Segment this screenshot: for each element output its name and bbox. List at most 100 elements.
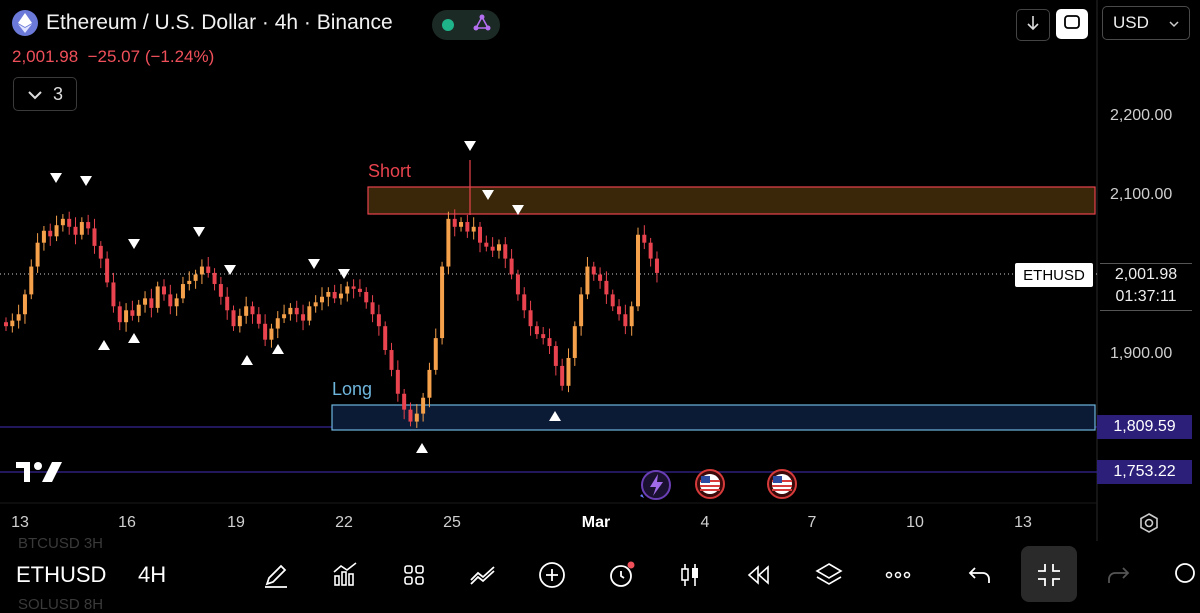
candle-body xyxy=(496,244,501,251)
more-icon[interactable] xyxy=(878,558,918,592)
price-chart[interactable] xyxy=(0,0,1200,541)
candle-body xyxy=(617,306,622,315)
candle-body xyxy=(478,226,482,243)
long-zone xyxy=(331,404,1096,431)
candle-body xyxy=(54,225,59,237)
candle-body xyxy=(351,286,356,289)
candle-body xyxy=(598,274,603,281)
indicators-icon[interactable] xyxy=(325,558,365,592)
candle-body xyxy=(282,314,287,319)
candle-body xyxy=(547,338,552,347)
candle-body xyxy=(301,314,306,321)
fractal-down-marker xyxy=(80,176,92,186)
link-icon xyxy=(473,14,491,37)
market-status-pill[interactable] xyxy=(432,10,500,40)
download-button[interactable] xyxy=(1016,9,1050,41)
chart-type-icon[interactable] xyxy=(670,558,710,592)
time-tick: 22 xyxy=(335,514,353,531)
fractal-down-marker xyxy=(128,239,140,249)
candle-body xyxy=(250,306,255,315)
candle-body xyxy=(522,294,527,311)
candle-body xyxy=(484,242,489,247)
indicators-toggle-button[interactable]: 3 xyxy=(13,77,77,111)
fractal-up-marker xyxy=(416,443,428,453)
compare-icon[interactable] xyxy=(463,558,503,592)
candle-body xyxy=(16,314,21,321)
candle-body xyxy=(515,274,520,295)
candle-body xyxy=(117,306,122,323)
candle-body xyxy=(364,291,369,303)
time-tick: 25 xyxy=(443,514,461,531)
ghost-symbol-below: SOLUSD 8H xyxy=(18,596,104,613)
candle-body xyxy=(275,318,280,329)
time-tick: Mar xyxy=(581,514,611,531)
symbol-picker[interactable]: ETHUSD xyxy=(16,562,107,587)
layouts-icon[interactable] xyxy=(394,558,434,592)
fractal-down-marker xyxy=(512,205,524,215)
candle-body xyxy=(269,328,274,340)
level-tag-upper: 1,809.59 xyxy=(1097,415,1192,439)
candle-body xyxy=(332,291,337,299)
arrow-down-icon xyxy=(1026,15,1040,36)
level-tag-lower: 1,753.22 xyxy=(1097,460,1192,484)
us-flag-event-icon[interactable] xyxy=(694,468,726,505)
price-change: 2,001.98 −25.07 (−1.24%) xyxy=(12,47,215,66)
candle-body xyxy=(244,306,249,316)
search-icon[interactable] xyxy=(1170,558,1200,592)
bar-countdown: 01:37:11 xyxy=(1115,288,1177,305)
candle-body xyxy=(199,266,204,275)
tradingview-logo[interactable] xyxy=(16,460,62,491)
candle-body xyxy=(60,218,65,226)
us-flag-event-icon[interactable] xyxy=(766,468,798,505)
candle-body xyxy=(313,302,318,307)
candle-body xyxy=(471,226,476,232)
candle-body xyxy=(408,409,413,422)
candle-body xyxy=(29,266,34,295)
draw-icon[interactable] xyxy=(256,558,296,592)
candle-body xyxy=(41,230,46,243)
candle-body xyxy=(421,397,426,414)
undo-icon[interactable] xyxy=(960,558,1000,592)
candle-body xyxy=(320,296,324,303)
alert-icon[interactable] xyxy=(601,558,641,592)
fullscreen-button[interactable] xyxy=(1056,9,1088,39)
redo-icon[interactable] xyxy=(1098,558,1138,592)
collapse-icon[interactable] xyxy=(1029,558,1069,592)
replay-icon[interactable] xyxy=(739,558,779,592)
short-zone-label: Short xyxy=(368,161,412,181)
fractal-up-marker xyxy=(241,355,253,365)
event-flash-icon[interactable] xyxy=(638,468,674,507)
candle-body xyxy=(490,246,495,251)
time-tick: 16 xyxy=(118,514,136,531)
layers-icon[interactable] xyxy=(809,558,849,592)
price-tick: 2,200.00 xyxy=(1110,107,1173,124)
candle-body xyxy=(155,286,160,308)
chart-title: Ethereum / U.S. Dollar · 4h · Binance xyxy=(46,11,393,34)
candle-body xyxy=(294,307,299,315)
indicators-count: 3 xyxy=(52,83,63,104)
candle-body xyxy=(509,258,514,275)
time-tick: 4 xyxy=(700,514,710,531)
fractal-down-marker xyxy=(464,141,476,151)
fractal-down-marker xyxy=(224,265,236,275)
candle-body xyxy=(452,218,457,227)
candle-body xyxy=(553,346,558,366)
candle-body xyxy=(162,286,166,295)
currency-value: USD xyxy=(1113,13,1149,32)
candle-body xyxy=(263,323,268,340)
add-icon[interactable] xyxy=(532,558,572,592)
candle-body xyxy=(86,222,91,229)
symbol-title[interactable]: Ethereum / U.S. Dollar · 4h · Binance xyxy=(12,10,393,36)
candle-body xyxy=(168,294,173,307)
candle-body xyxy=(22,294,27,315)
candle-body xyxy=(73,226,78,235)
candle-body xyxy=(604,280,609,295)
candle-body xyxy=(572,326,577,358)
symbol-price-tag: ETHUSD xyxy=(1015,263,1093,287)
settings-icon[interactable] xyxy=(1137,511,1161,540)
time-tick: 13 xyxy=(11,514,29,531)
currency-select[interactable]: USD xyxy=(1102,6,1190,40)
candle-body xyxy=(288,307,293,315)
timeframe-picker[interactable]: 4H xyxy=(138,562,167,587)
candle-body xyxy=(98,245,103,259)
